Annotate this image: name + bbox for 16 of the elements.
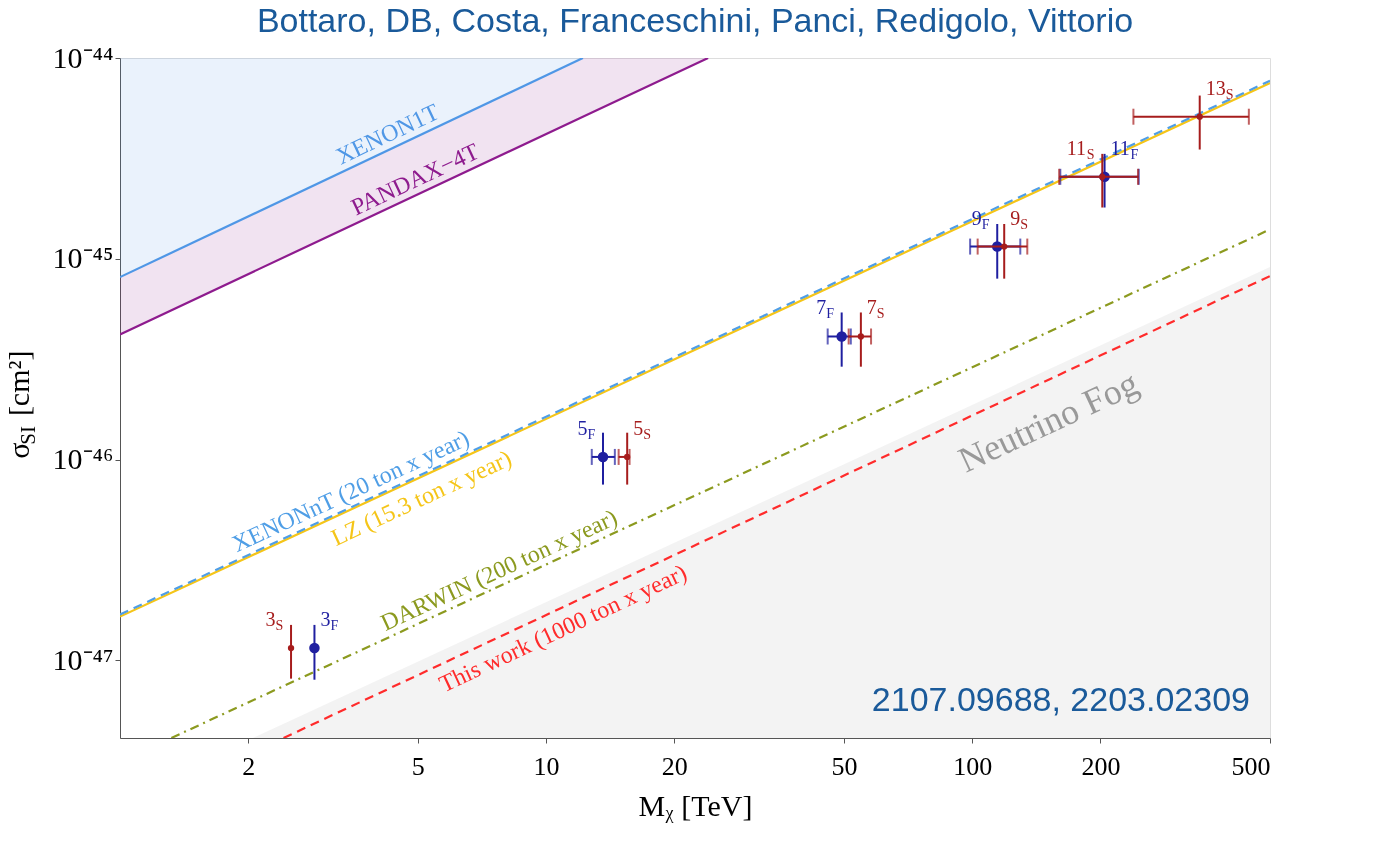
- x-tick-label: 2: [242, 751, 256, 781]
- y-tick-label: 10⁻⁴⁵: [52, 241, 114, 275]
- y-tick-label: 10⁻⁴⁷: [52, 642, 114, 676]
- x-axis-title: Mᵪ [TeV]: [638, 788, 753, 823]
- y-tick-label: 10⁻⁴⁶: [52, 442, 114, 476]
- y-tick-label: 10⁻⁴⁴: [52, 40, 114, 74]
- x-tick-label: 10: [533, 751, 560, 781]
- x-tick-label: 200: [1081, 751, 1121, 781]
- x-tick-label: 500: [1231, 751, 1271, 781]
- x-tick-label: 5: [411, 751, 425, 781]
- chart-title: Bottaro, DB, Costa, Franceschini, Panci, Redigolo, Vittorio: [256, 1, 1134, 39]
- x-tick-label: 100: [953, 751, 993, 781]
- y-axis-title: σSI [cm²]: [2, 350, 40, 459]
- annotation: 2107.09688, 2203.02309: [871, 680, 1250, 718]
- x-tick-label: 50: [831, 751, 858, 781]
- x-tick-label: 20: [661, 751, 688, 781]
